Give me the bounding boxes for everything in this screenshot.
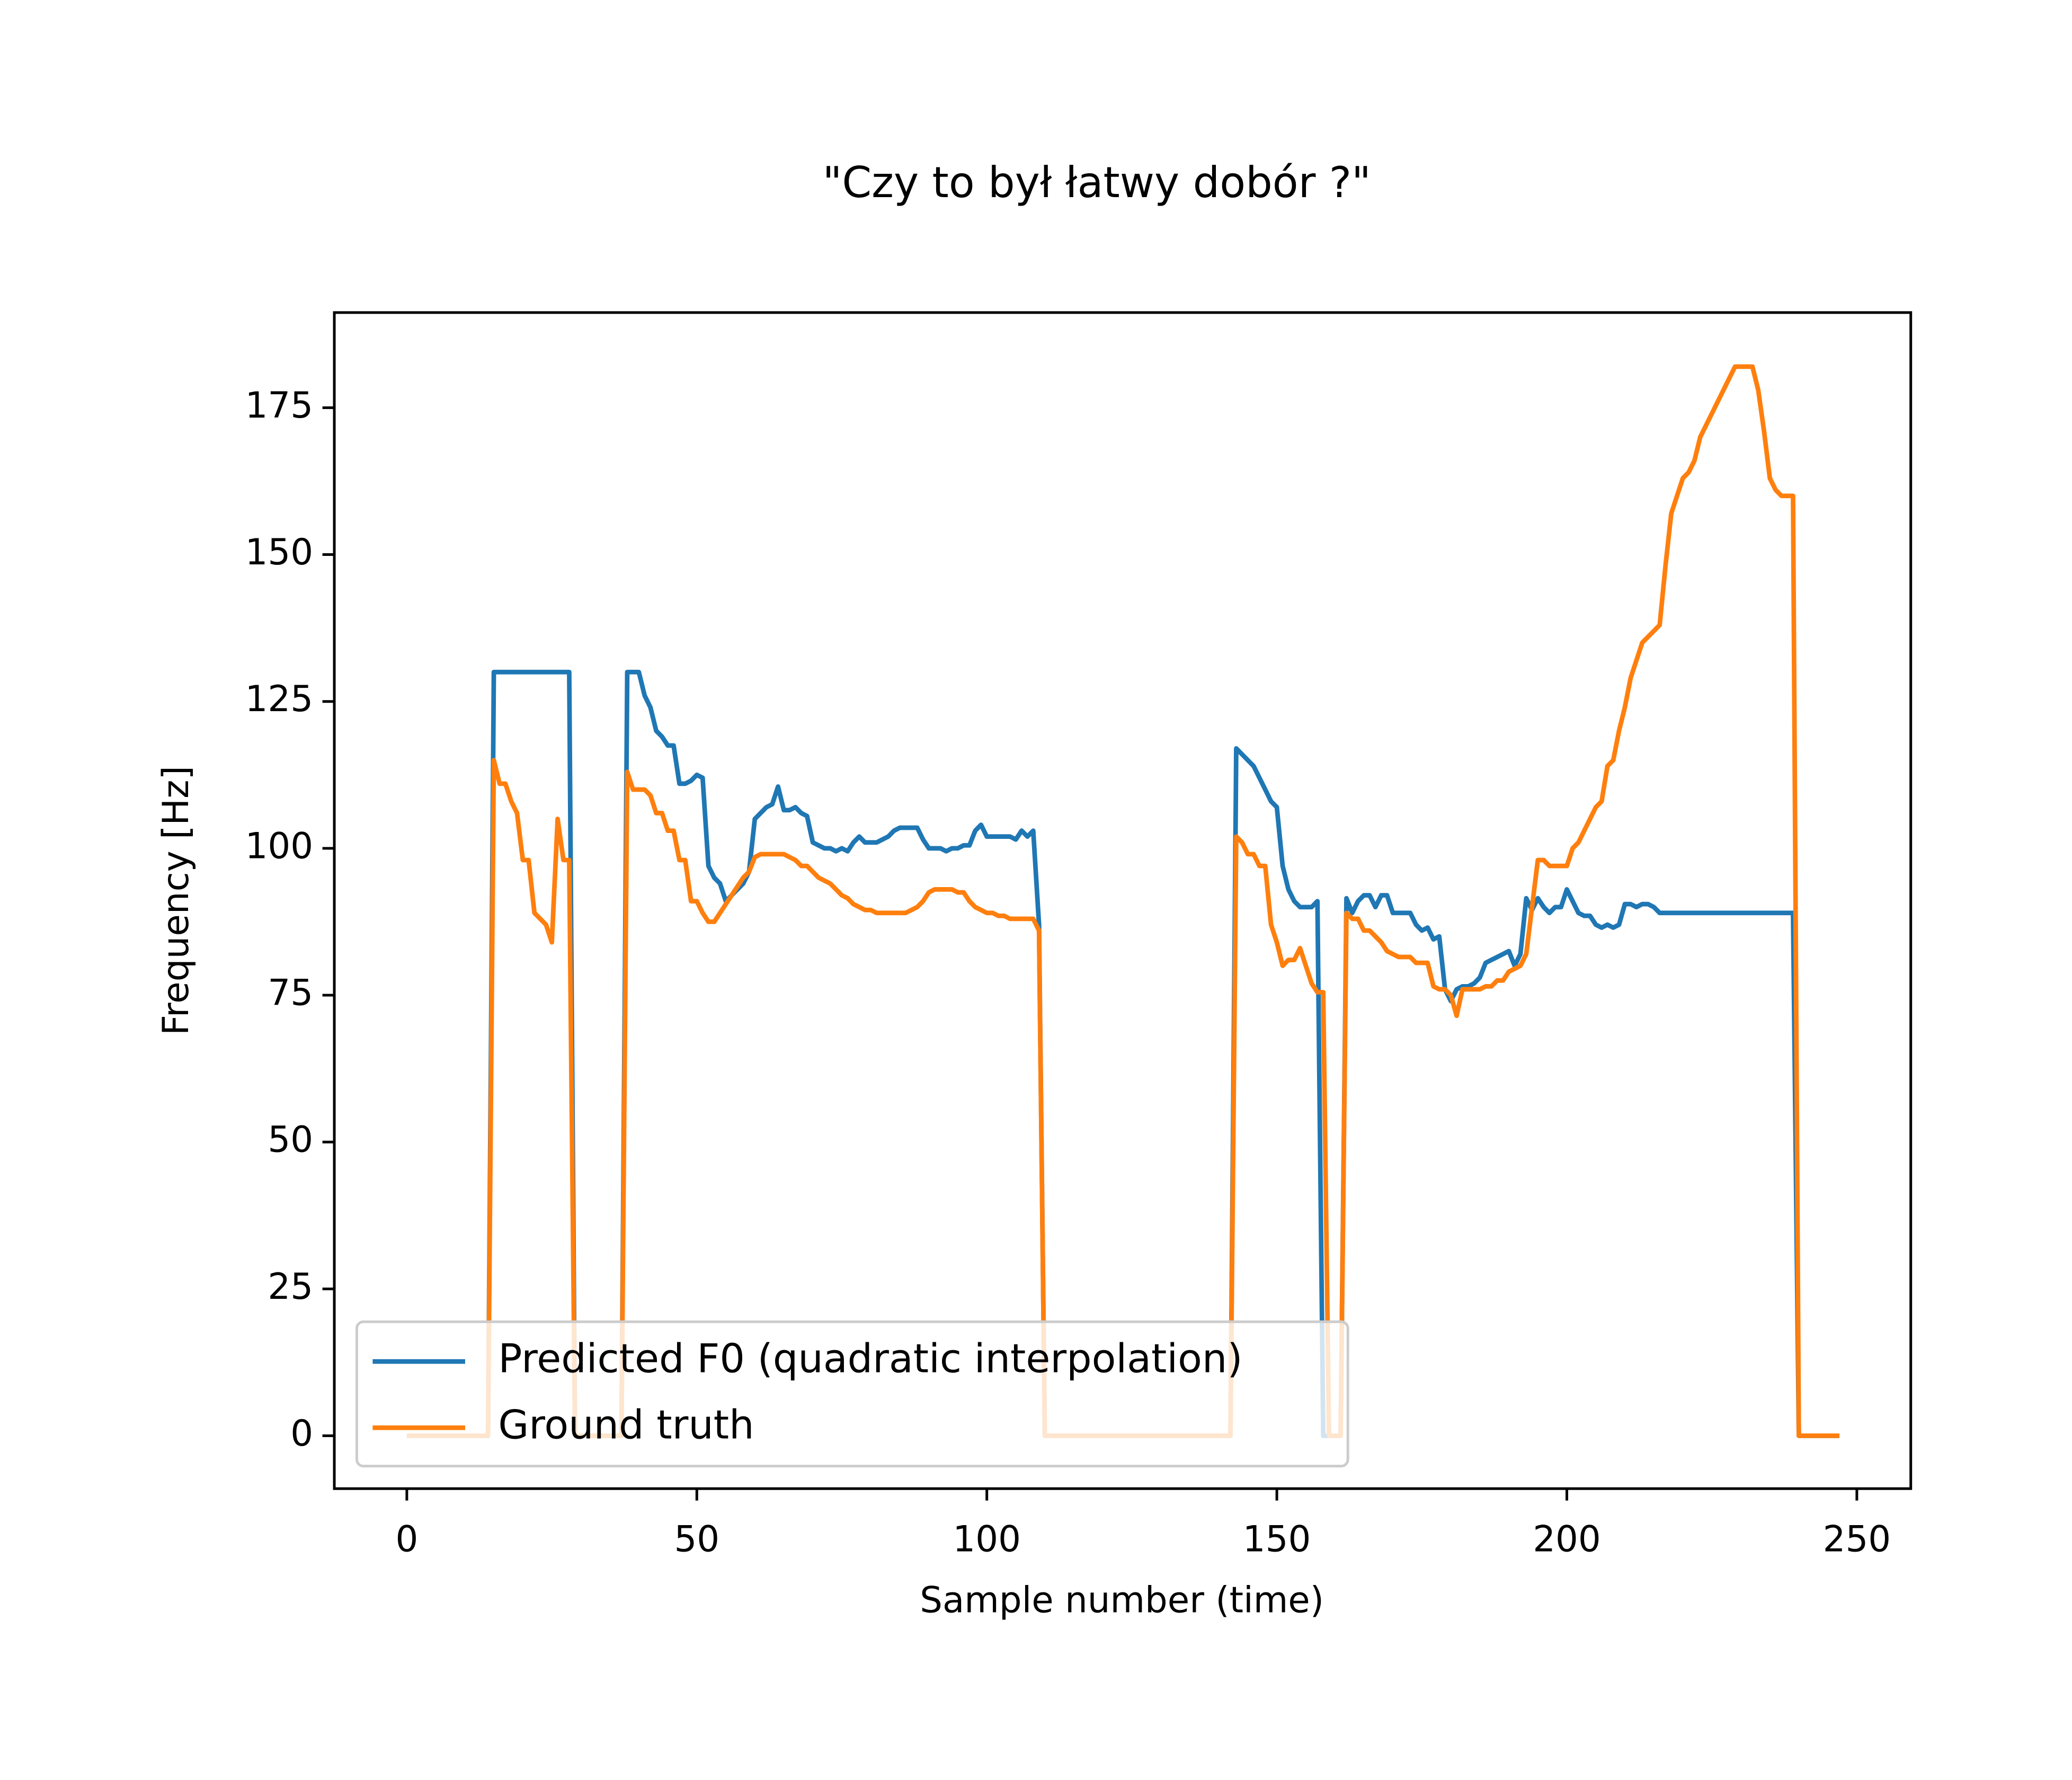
y-tick-label: 125 — [245, 678, 314, 720]
chart-title: "Czy to był łatwy dobór ?" — [823, 158, 1371, 207]
x-tick-label: 200 — [1533, 1518, 1601, 1560]
legend-label: Ground truth — [498, 1402, 754, 1448]
x-tick-label: 150 — [1243, 1518, 1311, 1560]
plot-frame — [333, 311, 1913, 1490]
y-tick-label: 50 — [268, 1119, 313, 1161]
x-tick-label: 250 — [1823, 1518, 1891, 1560]
y-tick-label: 25 — [268, 1265, 313, 1307]
y-tick-label: 100 — [245, 825, 314, 866]
x-tick-label: 0 — [395, 1518, 418, 1560]
x-tick-label: 100 — [953, 1518, 1021, 1560]
legend-box — [355, 1320, 1349, 1468]
y-tick-label: 0 — [290, 1412, 313, 1454]
x-tick-label: 50 — [674, 1518, 719, 1560]
x-axis-label: Sample number (time) — [920, 1579, 1324, 1621]
y-tick-label: 75 — [268, 971, 313, 1013]
y-axis-label: Frequency [Hz] — [155, 766, 197, 1035]
series-line — [406, 669, 1840, 1438]
legend-label: Predicted F0 (quadratic interpolation) — [498, 1335, 1242, 1382]
series-line — [406, 364, 1840, 1438]
y-tick-label: 175 — [245, 384, 314, 426]
y-tick-label: 150 — [245, 531, 314, 573]
